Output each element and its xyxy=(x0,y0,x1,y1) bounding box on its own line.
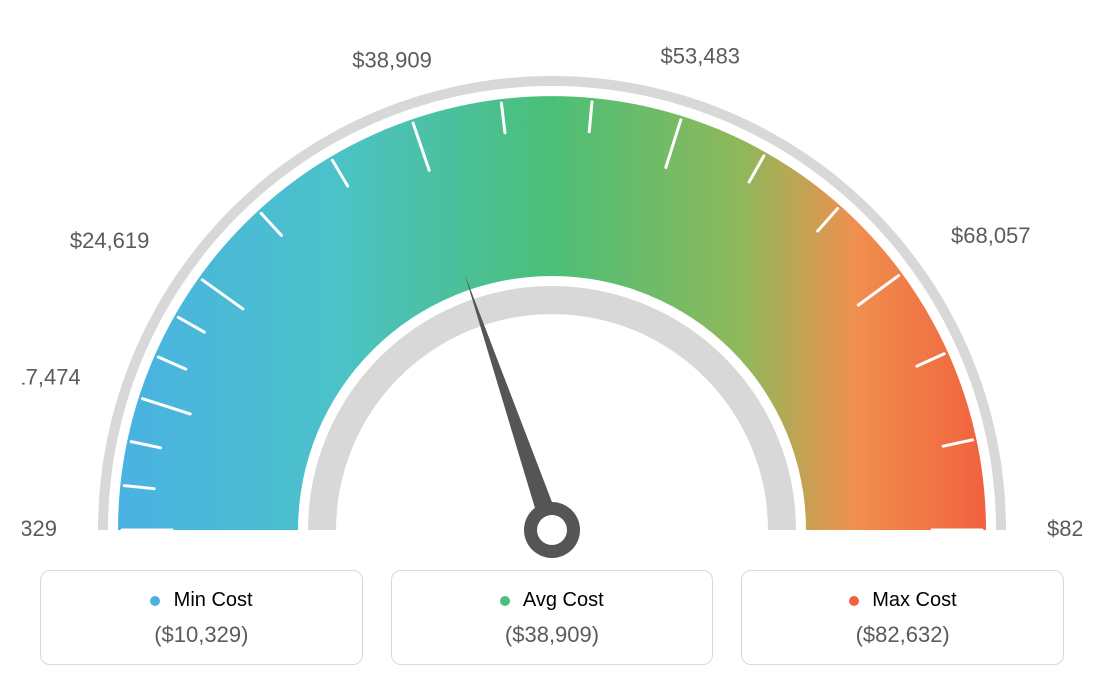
legend-cards: Min Cost ($10,329) Avg Cost ($38,909) Ma… xyxy=(20,570,1084,665)
cost-gauge: $10,329 $17,474 $24,619 $38,909 $53,483 $68,0… xyxy=(22,20,1082,560)
min-cost-card: Min Cost ($10,329) xyxy=(40,570,363,665)
avg-cost-label: Avg Cost xyxy=(523,589,604,611)
max-cost-label: Max Cost xyxy=(872,589,956,611)
min-cost-title: Min Cost xyxy=(51,589,352,612)
avg-cost-title: Avg Cost xyxy=(402,589,703,612)
svg-text:$10,329: $10,329 xyxy=(22,516,57,541)
svg-text:$17,474: $17,474 xyxy=(22,365,81,390)
min-cost-value: ($10,329) xyxy=(51,622,352,648)
svg-text:$24,619: $24,619 xyxy=(70,228,150,253)
max-cost-value: ($82,632) xyxy=(752,622,1053,648)
avg-dot-icon xyxy=(500,596,510,606)
svg-text:$82,632: $82,632 xyxy=(1047,516,1082,541)
svg-text:$53,483: $53,483 xyxy=(661,44,741,69)
max-cost-card: Max Cost ($82,632) xyxy=(741,570,1064,665)
svg-text:$38,909: $38,909 xyxy=(352,47,432,72)
max-cost-title: Max Cost xyxy=(752,589,1053,612)
min-dot-icon xyxy=(150,596,160,606)
max-dot-icon xyxy=(849,596,859,606)
gauge-svg: $10,329 $17,474 $24,619 $38,909 $53,483 $68,0… xyxy=(22,20,1082,560)
min-cost-label: Min Cost xyxy=(174,589,253,611)
avg-cost-value: ($38,909) xyxy=(402,622,703,648)
avg-cost-card: Avg Cost ($38,909) xyxy=(391,570,714,665)
svg-text:$68,057: $68,057 xyxy=(951,223,1031,248)
